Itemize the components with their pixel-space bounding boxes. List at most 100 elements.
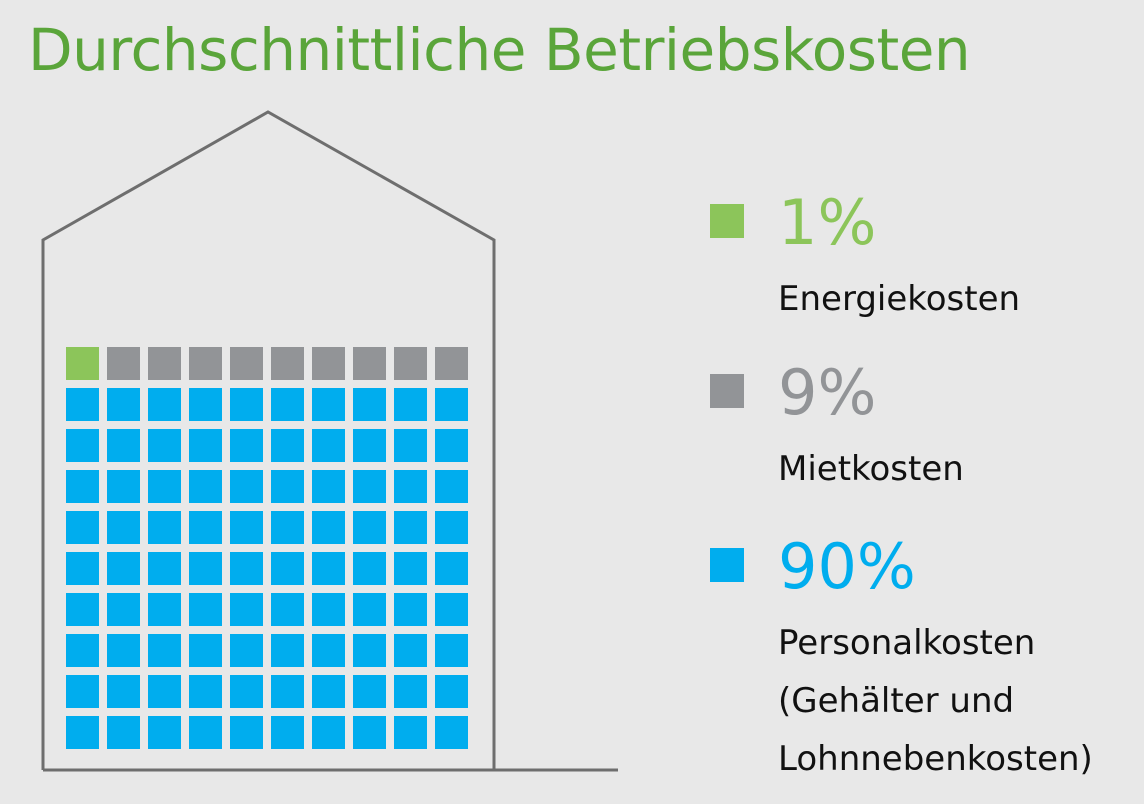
waffle-cell-personnel [107,470,140,503]
waffle-cell-personnel [353,388,386,421]
waffle-cell-personnel [107,634,140,667]
waffle-cell-personnel [230,429,263,462]
waffle-cell-personnel [66,552,99,585]
legend-label-energy: Energiekosten [778,279,1021,319]
waffle-cell-personnel [271,634,304,667]
waffle-cell-personnel [394,388,427,421]
waffle-cell-personnel [107,388,140,421]
page-title: Durchschnittliche Betriebskosten [28,16,971,84]
waffle-cell-personnel [148,634,181,667]
waffle-cell-personnel [353,511,386,544]
waffle-cell-personnel [271,388,304,421]
waffle-cell-personnel [66,716,99,749]
waffle-cell-personnel [148,593,181,626]
waffle-cell-personnel [271,593,304,626]
waffle-grid [66,347,468,749]
waffle-cell-personnel [189,593,222,626]
waffle-cell-personnel [394,511,427,544]
waffle-cell-rent [435,347,468,380]
waffle-cell-personnel [353,470,386,503]
waffle-cell-personnel [353,675,386,708]
waffle-cell-personnel [312,593,345,626]
legend-percent-energy: 1% [778,186,877,259]
waffle-cell-personnel [66,470,99,503]
waffle-cell-rent [312,347,345,380]
waffle-cell-personnel [271,675,304,708]
waffle-cell-personnel [312,388,345,421]
waffle-cell-personnel [435,470,468,503]
legend-label-personnel-line-3: Lohnnebenkosten) [778,739,1093,779]
waffle-cell-personnel [66,593,99,626]
waffle-cell-personnel [148,388,181,421]
waffle-cell-personnel [435,429,468,462]
waffle-cell-personnel [189,511,222,544]
waffle-cell-rent [394,347,427,380]
waffle-cell-personnel [66,388,99,421]
waffle-cell-personnel [230,511,263,544]
waffle-cell-personnel [189,675,222,708]
waffle-cell-personnel [271,552,304,585]
square-icon [710,204,744,238]
waffle-cell-rent [353,347,386,380]
waffle-cell-personnel [312,634,345,667]
waffle-cell-personnel [435,716,468,749]
waffle-cell-personnel [394,716,427,749]
waffle-cell-rent [148,347,181,380]
waffle-cell-personnel [189,716,222,749]
legend-label-rent: Mietkosten [778,449,964,489]
square-icon [710,548,744,582]
waffle-cell-personnel [312,470,345,503]
waffle-cell-rent [107,347,140,380]
waffle-cell-rent [230,347,263,380]
waffle-cell-personnel [271,511,304,544]
waffle-cell-personnel [271,429,304,462]
house-outline [41,110,496,770]
waffle-cell-personnel [189,429,222,462]
waffle-cell-personnel [148,429,181,462]
waffle-cell-personnel [435,552,468,585]
waffle-cell-personnel [107,716,140,749]
waffle-cell-personnel [353,593,386,626]
waffle-cell-personnel [435,511,468,544]
legend-percent-rent: 9% [778,356,877,429]
waffle-cell-personnel [230,593,263,626]
waffle-cell-personnel [148,552,181,585]
waffle-cell-personnel [189,470,222,503]
waffle-cell-personnel [353,634,386,667]
waffle-cell-personnel [148,675,181,708]
waffle-cell-personnel [66,429,99,462]
waffle-cell-personnel [435,634,468,667]
waffle-cell-personnel [107,429,140,462]
waffle-cell-personnel [394,429,427,462]
waffle-cell-personnel [394,552,427,585]
waffle-cell-personnel [66,511,99,544]
waffle-cell-personnel [394,675,427,708]
waffle-cell-personnel [107,593,140,626]
waffle-cell-personnel [148,470,181,503]
legend-label-personnel-line-1: Personalkosten [778,623,1036,663]
waffle-cell-personnel [353,716,386,749]
waffle-cell-personnel [312,675,345,708]
waffle-cell-rent [271,347,304,380]
waffle-cell-personnel [435,675,468,708]
waffle-cell-personnel [148,716,181,749]
waffle-cell-personnel [230,388,263,421]
waffle-cell-personnel [312,511,345,544]
waffle-cell-personnel [230,675,263,708]
waffle-cell-personnel [230,552,263,585]
waffle-cell-personnel [230,716,263,749]
waffle-cell-personnel [394,634,427,667]
waffle-cell-personnel [353,429,386,462]
waffle-cell-personnel [66,634,99,667]
waffle-cell-personnel [394,593,427,626]
waffle-cell-personnel [230,634,263,667]
waffle-cell-personnel [312,552,345,585]
waffle-cell-personnel [435,388,468,421]
waffle-cell-personnel [271,716,304,749]
waffle-cell-personnel [66,675,99,708]
legend-label-personnel-line-2: (Gehälter und [778,681,1015,721]
waffle-cell-personnel [312,429,345,462]
waffle-cell-personnel [353,552,386,585]
waffle-cell-rent [189,347,222,380]
waffle-cell-personnel [107,675,140,708]
